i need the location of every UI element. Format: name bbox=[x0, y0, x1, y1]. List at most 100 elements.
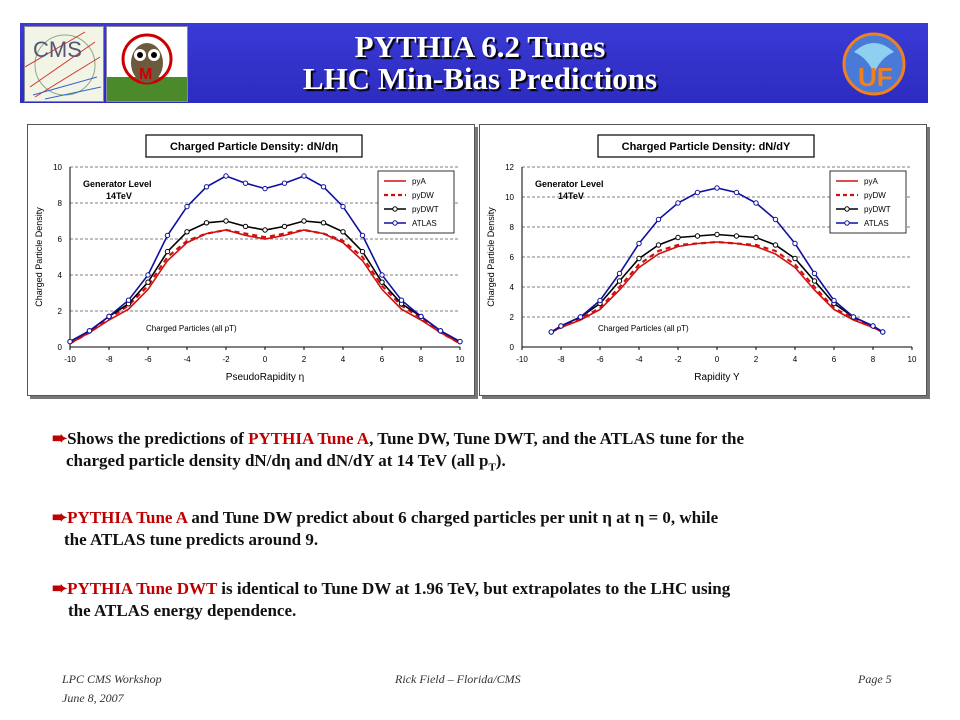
y-tick-label: 0 bbox=[58, 343, 63, 352]
x-tick-label: 10 bbox=[456, 355, 465, 364]
data-point-pyDWT bbox=[379, 279, 385, 285]
x-tick-label: -4 bbox=[635, 355, 643, 364]
data-point-pyDWT bbox=[340, 229, 346, 235]
bullet-text: and Tune DW predict about 6 charged part… bbox=[187, 508, 719, 527]
legend-label-pyDW: pyDW bbox=[412, 191, 434, 200]
data-point-ATLAS bbox=[106, 313, 112, 320]
data-point-pyDWT bbox=[811, 278, 818, 284]
chart-title: Charged Particle Density: dN/dY bbox=[622, 141, 791, 153]
data-point-ATLAS bbox=[675, 200, 681, 206]
footer-date: June 8, 2007 bbox=[62, 691, 124, 705]
x-tick-label: 8 bbox=[871, 355, 876, 364]
data-point-ATLAS bbox=[223, 173, 229, 179]
data-point-pyDWT bbox=[164, 248, 171, 255]
data-point-pyDWT bbox=[772, 242, 779, 248]
data-point-ATLAS bbox=[597, 297, 603, 304]
x-tick-label: -10 bbox=[516, 355, 528, 364]
data-point-ATLAS bbox=[558, 323, 564, 329]
chart-panel-eta: 0 2 4 6 8 10 -10 -8 -6 -4 -2 0 2 4 6 8 10 PseudoRapidity … bbox=[27, 124, 475, 396]
series-line-pyA bbox=[69, 229, 461, 345]
arrow-right-icon: ➨ bbox=[52, 428, 68, 448]
data-point-ATLAS bbox=[655, 216, 662, 223]
x-tick-label: 2 bbox=[754, 355, 759, 364]
arrow-right-icon: ➨ bbox=[52, 507, 68, 527]
annotation-charged-particles: Charged Particles (all pT) bbox=[146, 324, 237, 333]
data-point-ATLAS bbox=[577, 314, 584, 320]
bullet-1: ➨Shows the predictions of PYTHIA Tune A,… bbox=[52, 427, 942, 478]
legend-label-pyA: pyA bbox=[864, 177, 878, 186]
uf-logo-text: UF bbox=[858, 62, 893, 92]
owl-logo: M bbox=[106, 26, 188, 102]
data-point-pyDWT bbox=[753, 234, 759, 241]
data-point-pyDWT bbox=[184, 229, 190, 235]
x-tick-label: -6 bbox=[596, 355, 604, 364]
data-point-ATLAS bbox=[184, 203, 190, 210]
data-point-ATLAS bbox=[870, 323, 876, 329]
data-point-pyDWT bbox=[301, 218, 307, 224]
data-point-pyDWT bbox=[359, 248, 366, 255]
data-point-pyDWT bbox=[616, 278, 623, 284]
data-point-ATLAS bbox=[203, 184, 210, 190]
data-point-ATLAS bbox=[125, 297, 132, 303]
legend-marker-ATLAS bbox=[844, 220, 850, 226]
x-tick-label: 2 bbox=[302, 355, 307, 364]
chart-eta: 0 2 4 6 8 10 -10 -8 -6 -4 -2 0 2 4 6 8 10 PseudoRapidity … bbox=[34, 134, 465, 383]
data-point-pyDWT bbox=[675, 234, 681, 241]
annotation-energy: 14TeV bbox=[558, 191, 584, 201]
legend-label-pyA: pyA bbox=[412, 177, 426, 186]
bullet-2-line-2: the ATLAS tune predicts around 9. bbox=[64, 530, 319, 549]
bullet-2: ➨PYTHIA Tune A and Tune DW predict about… bbox=[52, 506, 942, 551]
data-point-pyDWT bbox=[636, 255, 642, 262]
y-tick-label: 4 bbox=[510, 283, 515, 292]
data-point-ATLAS bbox=[616, 270, 623, 277]
legend-label-pyDWT: pyDWT bbox=[412, 205, 439, 214]
x-axis-label: PseudoRapidity η bbox=[226, 372, 304, 383]
svg-text:M: M bbox=[139, 66, 152, 83]
y-tick-label: 12 bbox=[505, 163, 514, 172]
data-point-ATLAS bbox=[694, 189, 701, 196]
legend-marker-ATLAS bbox=[392, 220, 398, 226]
x-tick-label: 0 bbox=[263, 355, 268, 364]
chart-rapidity: 0 2 4 6 8 10 12 -10 -8 -6 -4 -2 0 2 4 6 8 10 Rapidity Y Cha… bbox=[486, 134, 917, 383]
x-tick-label: 4 bbox=[341, 355, 346, 364]
chart-title-box bbox=[597, 134, 815, 158]
footer-author: Rick Field – Florida/CMS bbox=[395, 672, 521, 686]
data-point-ATLAS bbox=[831, 297, 837, 304]
uf-logo: UF bbox=[840, 24, 912, 102]
data-point-pyDWT bbox=[714, 231, 720, 238]
chart-title: Charged Particle Density: dN/dη bbox=[170, 141, 338, 153]
y-tick-label: 2 bbox=[58, 307, 63, 316]
x-tick-label: 6 bbox=[832, 355, 837, 364]
series-line-pyA bbox=[550, 241, 884, 333]
legend-label-ATLAS: ATLAS bbox=[412, 219, 437, 228]
y-tick-label: 0 bbox=[510, 343, 515, 352]
y-tick-label: 10 bbox=[53, 163, 62, 172]
data-point-ATLAS bbox=[753, 200, 759, 206]
data-point-ATLAS bbox=[548, 329, 554, 335]
title-line-1: PYTHIA 6.2 Tunes bbox=[354, 29, 606, 64]
annotation-generator-level: Generator Level bbox=[535, 179, 604, 189]
y-tick-label: 8 bbox=[510, 223, 515, 232]
x-tick-label: -8 bbox=[105, 355, 113, 364]
bullet-2-line-1: PYTHIA Tune A and Tune DW predict about … bbox=[67, 508, 718, 527]
bullet-text: , Tune DW, Tune DWT, and the ATLAS tune … bbox=[369, 429, 744, 448]
y-tick-label: 4 bbox=[58, 271, 63, 280]
y-tick-label: 2 bbox=[510, 313, 515, 322]
cms-logo-text: CMS bbox=[33, 37, 82, 62]
x-tick-label: 10 bbox=[908, 355, 917, 364]
x-tick-label: 6 bbox=[380, 355, 385, 364]
data-point-ATLAS bbox=[772, 216, 779, 223]
data-point-pyDWT bbox=[792, 255, 798, 262]
data-point-ATLAS bbox=[418, 313, 424, 320]
data-point-ATLAS bbox=[164, 232, 171, 239]
legend-label-pyDW: pyDW bbox=[864, 191, 886, 200]
data-point-ATLAS bbox=[880, 329, 886, 335]
x-axis-label: Rapidity Y bbox=[694, 372, 740, 383]
data-point-pyDWT bbox=[281, 223, 288, 230]
x-tick-label: -6 bbox=[144, 355, 152, 364]
x-tick-label: -10 bbox=[64, 355, 76, 364]
data-point-pyDWT bbox=[242, 223, 249, 230]
title-line-2: LHC Min-Bias Predictions bbox=[302, 61, 658, 96]
data-point-pyDWT bbox=[145, 279, 151, 285]
legend-marker-pyDWT bbox=[392, 206, 398, 212]
